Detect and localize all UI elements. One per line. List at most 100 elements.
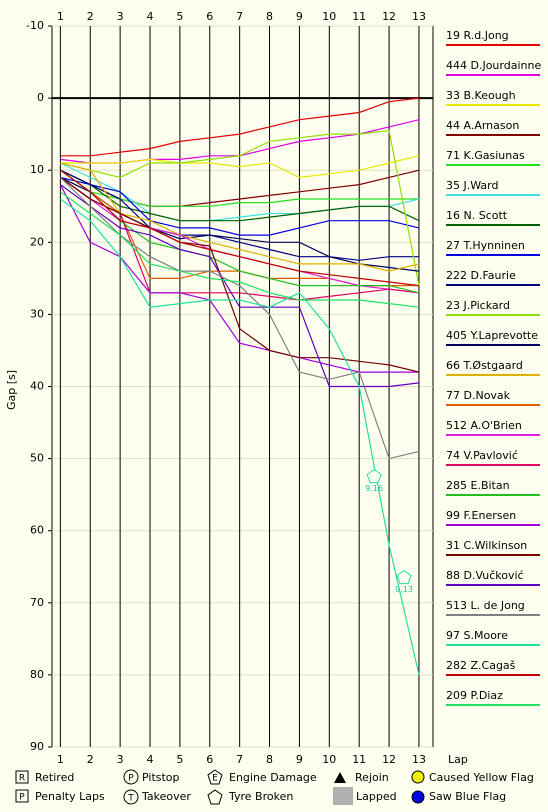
- series-line: [60, 169, 420, 222]
- legend-label: 209 P.Diaz: [446, 689, 503, 702]
- x-tick-label-top: 4: [147, 10, 154, 23]
- annotation: 9.16: [365, 484, 383, 493]
- series-line: [60, 176, 420, 236]
- x-tick-label: 9: [296, 753, 303, 766]
- key-label: Takeover: [141, 790, 191, 803]
- annotation: 9.13: [395, 585, 413, 594]
- key-symbol: [411, 790, 425, 804]
- legend-label: 282 Z.Cagaš: [446, 659, 516, 672]
- legend-label: 405 Y.Laprevotte: [446, 329, 538, 342]
- legend-label: 23 J.Pickard: [446, 299, 510, 312]
- legend-label: 285 E.Bitan: [446, 479, 510, 492]
- y-tick-label: -10: [26, 19, 44, 32]
- x-tick-label-top: 7: [236, 10, 243, 23]
- x-tick-label-top: 1: [57, 10, 64, 23]
- x-tick-label: 1: [57, 753, 64, 766]
- legend-label: 222 D.Faurie: [446, 269, 516, 282]
- key-label: Retired: [35, 771, 74, 784]
- series-line: [60, 155, 420, 179]
- x-tick-label: 5: [176, 753, 183, 766]
- key: R Retired P Pitstop E Engine Damage Rejo…: [15, 769, 534, 805]
- x-tick-label-top: 13: [412, 10, 426, 23]
- series-line: [60, 191, 420, 308]
- legend-label: 88 D.Vučković: [446, 569, 524, 582]
- key-symbol-text: R: [19, 774, 25, 784]
- y-tick-label: 50: [30, 452, 44, 465]
- x-tick-label: 12: [382, 753, 396, 766]
- legend-label: 66 T.Østgaard: [446, 359, 523, 372]
- key-symbol: [15, 770, 29, 784]
- series-line: [60, 198, 420, 676]
- x-tick-label: 3: [117, 753, 124, 766]
- key-symbol-text: E: [212, 774, 218, 784]
- key-label: Caused Yellow Flag: [429, 771, 534, 784]
- x-tick-label: 2: [87, 753, 94, 766]
- y-tick-label: 60: [30, 524, 44, 537]
- legend-label: 35 J.Ward: [446, 179, 498, 192]
- key-symbol-text: P: [128, 774, 134, 784]
- legend-label: 512 A.O'Brien: [446, 419, 522, 432]
- key-symbol: [207, 789, 223, 805]
- x-tick-label-top: 5: [176, 10, 183, 23]
- series-line: [60, 169, 420, 287]
- x-tick-label-top: 12: [382, 10, 396, 23]
- legend-label: 33 B.Keough: [446, 89, 516, 102]
- x-tick-label: 6: [206, 753, 213, 766]
- key-label: Lapped: [356, 790, 397, 803]
- legend-label: 99 F.Enersen: [446, 509, 516, 522]
- x-tick-label-top: 11: [352, 10, 366, 23]
- legend-label: 71 K.Gasiunas: [446, 149, 525, 162]
- x-tick-label: 4: [147, 753, 154, 766]
- key-symbol-text: P: [19, 793, 25, 803]
- x-tick-label-top: 3: [117, 10, 124, 23]
- y-tick-label: 20: [30, 235, 44, 248]
- x-tick-label: 13: [412, 753, 426, 766]
- legend-label: 444 D.Jourdainne: [446, 59, 541, 72]
- x-tick-label: 7: [236, 753, 243, 766]
- y-tick-label: 90: [30, 740, 44, 753]
- key-label: Rejoin: [355, 771, 389, 784]
- series-line: [60, 97, 420, 157]
- series-line: [60, 176, 420, 373]
- x-tick-label-top: 2: [87, 10, 94, 23]
- legend-label: 19 R.d.Jong: [446, 29, 509, 42]
- series-line: [60, 129, 420, 286]
- x-tick-label-top: 10: [322, 10, 336, 23]
- y-tick-label: 0: [37, 91, 44, 104]
- key-label: Pitstop: [142, 771, 180, 784]
- y-tick-label: 30: [30, 307, 44, 320]
- x-tick-label-top: 6: [206, 10, 213, 23]
- x-axis-label: Lap: [448, 753, 468, 766]
- key-label: Engine Damage: [229, 771, 317, 784]
- legend-label: 77 D.Novak: [446, 389, 511, 402]
- legend-label: 31 C.Wilkinson: [446, 539, 527, 552]
- key-symbol: [334, 772, 346, 783]
- key-label: Tyre Broken: [228, 790, 293, 803]
- key-symbol: [333, 787, 353, 805]
- legend-label: 97 S.Moore: [446, 629, 508, 642]
- y-axis-label: Gap [s]: [5, 370, 18, 410]
- key-symbol: [207, 769, 223, 785]
- y-tick-label: 70: [30, 596, 44, 609]
- key-symbol: [123, 769, 139, 785]
- legend-label: 27 T.Hynninen: [446, 239, 525, 252]
- key-label: Penalty Laps: [35, 790, 105, 803]
- key-symbol: [411, 770, 425, 784]
- engine-damage-marker: [366, 469, 382, 484]
- key-symbol-text: T: [127, 794, 134, 804]
- key-label: Saw Blue Flag: [429, 790, 506, 803]
- x-tick-label: 11: [352, 753, 366, 766]
- x-tick-label: 8: [266, 753, 273, 766]
- legend-label: 513 L. de Jong: [446, 599, 525, 612]
- legend-label: 16 N. Scott: [446, 209, 508, 222]
- engine-damage-marker: [396, 569, 412, 585]
- x-tick-label: 10: [322, 753, 336, 766]
- key-symbol: [123, 789, 139, 805]
- series-line: [60, 169, 419, 261]
- y-tick-label: 40: [30, 380, 44, 393]
- x-tick-label-top: 8: [266, 10, 273, 23]
- key-symbol: [15, 789, 29, 803]
- x-tick-label-top: 9: [296, 10, 303, 23]
- legend-label: 74 V.Pavlović: [446, 449, 518, 462]
